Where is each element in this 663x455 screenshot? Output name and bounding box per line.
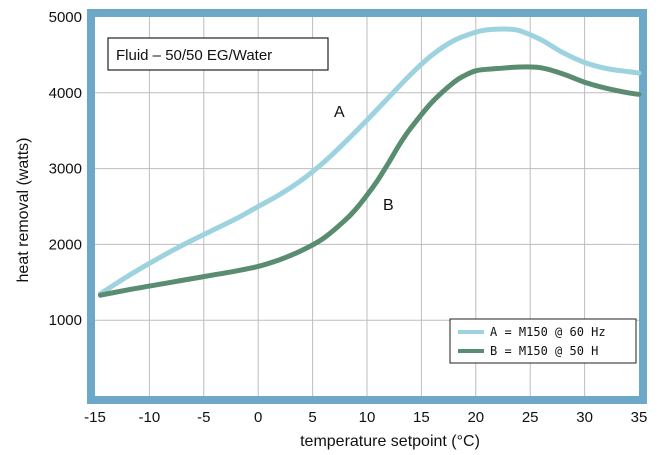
legend-entry-b: B = M150 @ 50 H	[490, 344, 598, 358]
x-axis-label: temperature setpoint (°C)	[300, 433, 480, 450]
x-tick-label: 35	[631, 409, 648, 426]
series-lines	[97, 26, 642, 298]
x-tick-labels: -15 -10 -5 0 5 10 15 20 25 30 35	[84, 409, 647, 426]
legend: A = M150 @ 60 Hz B = M150 @ 50 H	[449, 318, 637, 364]
x-tick-label: 25	[522, 409, 539, 426]
x-tick-label: 0	[254, 409, 262, 426]
x-tick-label: 5	[308, 409, 316, 426]
curve-label-b: B	[383, 197, 394, 214]
y-tick-labels: 1000 2000 3000 4000 5000	[49, 9, 82, 329]
x-tick-label: -15	[84, 409, 106, 426]
y-tick-label: 5000	[49, 9, 82, 26]
y-axis-label: heat removal (watts)	[15, 138, 32, 283]
y-tick-label: 1000	[49, 312, 82, 329]
y-tick-label: 3000	[49, 161, 82, 178]
annotation-text: Fluid – 50/50 EG/Water	[116, 47, 272, 64]
x-tick-label: 20	[467, 409, 484, 426]
legend-box	[449, 318, 637, 364]
x-tick-label: -5	[197, 409, 210, 426]
y-tick-label: 2000	[49, 236, 82, 253]
x-tick-label: -10	[139, 409, 161, 426]
x-tick-label: 30	[576, 409, 593, 426]
legend-entry-a: A = M150 @ 60 Hz	[490, 325, 606, 339]
curve-label-a: A	[334, 104, 345, 121]
x-tick-label: 15	[413, 409, 430, 426]
annotation-box	[107, 37, 329, 71]
y-tick-label: 4000	[49, 85, 82, 102]
series-line-b	[97, 64, 642, 298]
series-line-a	[97, 26, 642, 297]
x-tick-label: 10	[359, 409, 376, 426]
